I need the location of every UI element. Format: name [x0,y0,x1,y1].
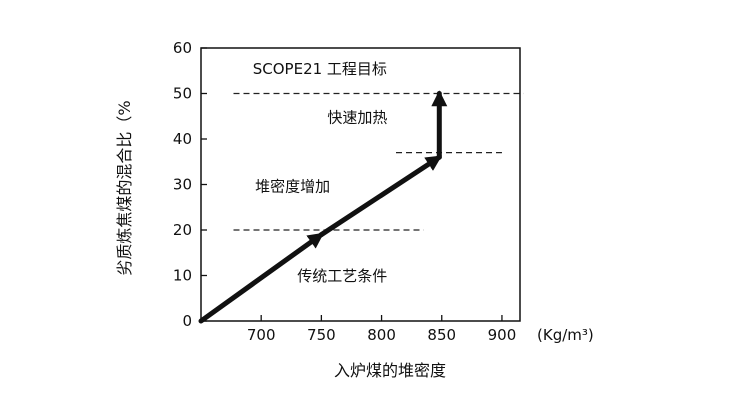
x-tick-label: 800 [367,326,396,344]
series-lines [198,90,448,324]
y-tick-label: 60 [173,39,192,57]
x-tick-label: 900 [488,326,517,344]
chart-annotation: 堆密度增加 [255,177,330,195]
chart-annotation: 快速加热 [327,109,387,127]
x-axis-unit: (Kg/m³) [537,326,594,344]
x-tick-label: 850 [427,326,456,344]
x-axis-title: 入炉煤的堆密度 [334,361,446,380]
x-tick-label: 700 [247,326,276,344]
y-tick-label: 20 [173,221,192,239]
y-tick-label: 50 [173,85,192,103]
x-axis-ticks: 700 750 800 850 900 [247,315,516,344]
y-axis-title: 劣质炼焦煤的混合比（% [115,100,134,275]
x-tick-label: 750 [307,326,336,344]
y-tick-label: 0 [182,312,192,330]
y-tick-label: 30 [173,176,192,194]
chart-annotation: SCOPE21 工程目标 [253,60,387,78]
chart-annotation: 传统工艺条件 [297,267,387,285]
y-axis-ticks: 0 10 20 30 40 50 60 [173,39,207,330]
y-tick-label: 40 [173,130,192,148]
y-tick-label: 10 [173,267,192,285]
series-arrow [318,154,442,238]
series-arrow [198,232,324,324]
